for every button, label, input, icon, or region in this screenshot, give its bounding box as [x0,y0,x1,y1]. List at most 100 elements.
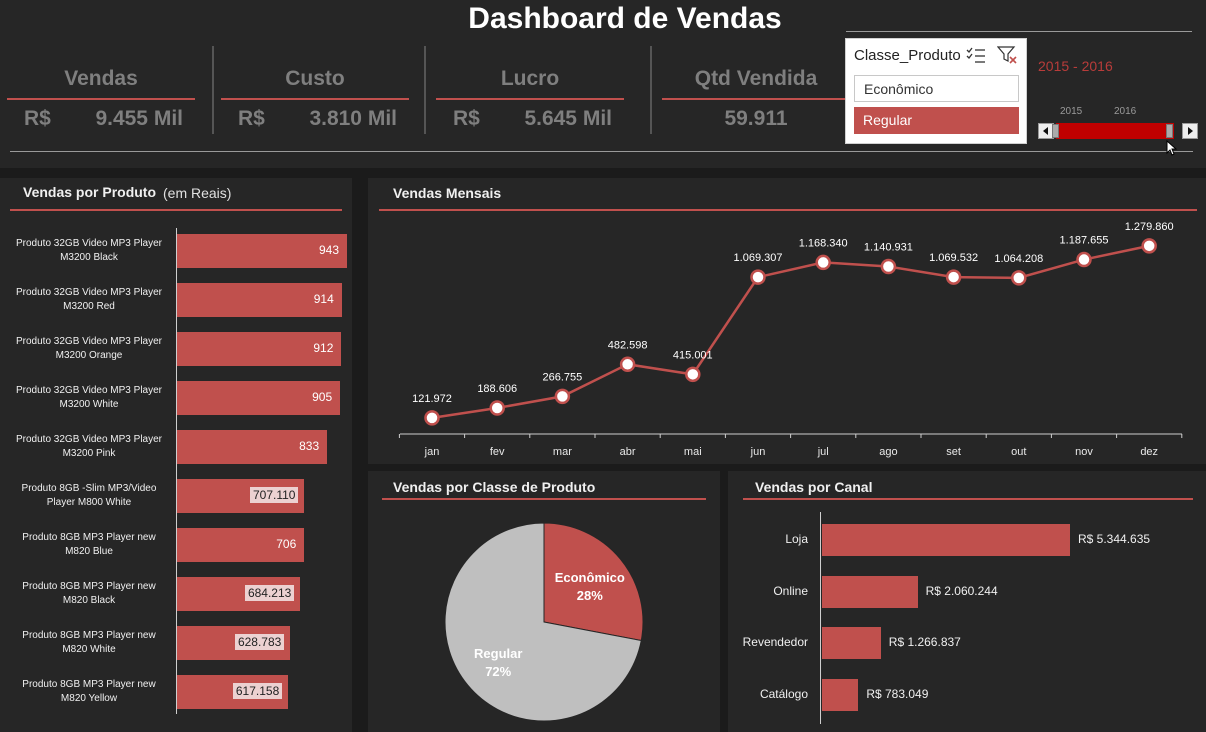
pie-slice[interactable] [444,522,642,722]
data-point[interactable] [424,410,440,426]
kpi-vendas-value: 9.455 Mil [95,107,183,130]
data-point[interactable] [880,258,897,275]
data-point[interactable] [619,356,636,373]
product-bar[interactable]: 707.110 [177,479,305,513]
channel-bar[interactable] [822,524,1070,556]
x-tick-label: jul [817,446,829,458]
x-tick-label: jan [424,446,440,458]
timeline-handle-end[interactable] [1166,124,1173,138]
kpi-custo-currency: R$ [238,107,265,130]
kpi-qtd-label: Qtd Vendida [694,67,818,90]
x-tick-label: ago [879,446,897,458]
product-bar[interactable]: 628.783 [177,626,291,660]
channel-bar[interactable] [822,627,881,659]
panel-vendas-canal [728,471,1206,732]
vendas-produto-subtitle: (em Reais) [163,185,232,201]
x-tick-label: dez [1140,446,1158,458]
series-line [431,244,1150,420]
pie-value-label: 28% [577,588,603,603]
multi-select-icon[interactable] [966,46,986,64]
data-point[interactable] [750,269,766,285]
timeline-scroll-right-button[interactable] [1182,123,1198,139]
product-label: Produto 8GB MP3 Player new M820 Blue [10,531,168,559]
product-bar[interactable]: 833 [177,430,328,464]
kpi-vendas-underline [7,98,195,100]
product-label-line: Produto 8GB MP3 Player new [22,630,156,641]
product-axis-line [176,228,177,714]
kpi-custo-label: Custo [285,67,345,90]
product-label: Produto 8GB MP3 Player new M820 White [10,629,168,657]
kpi-separator [212,46,214,134]
slicer-option-economico[interactable]: Econômico [854,75,1019,102]
data-point[interactable] [1076,251,1092,268]
x-tick-label: nov [1075,446,1093,458]
product-label-line: M3200 Pink [62,448,116,459]
data-point[interactable] [945,269,962,285]
slicer-option-regular[interactable]: Regular [854,107,1019,134]
channel-axis-line [820,512,821,724]
product-label: Produto 8GB MP3 Player new M820 Yellow [10,678,168,706]
clear-filter-icon[interactable] [997,46,1017,64]
mouse-cursor-icon [1166,140,1178,156]
product-label-line: Produto 32GB Video MP3 Player [15,238,162,249]
product-bar[interactable]: 905 [177,381,341,415]
channel-bar[interactable] [822,575,918,608]
data-label: 121.972 [412,393,452,405]
product-bar[interactable]: 706 [177,528,305,562]
product-bar[interactable]: 617.158 [177,675,289,709]
kpi-lucro-label: Lucro [500,67,560,90]
data-point[interactable] [554,388,571,405]
header-divider [10,151,1193,152]
data-point[interactable] [685,366,701,383]
channel-value-label: R$ 783.049 [866,686,929,701]
product-bar[interactable]: 912 [177,332,342,366]
kpi-vendas-label: Vendas [64,67,138,90]
product-label-line: M3200 Red [63,301,115,312]
kpi-separator [424,46,426,134]
data-label: 1.069.532 [929,252,978,264]
product-label: Produto 8GB MP3 Player new M820 Black [10,580,168,608]
product-bar[interactable]: 684.213 [177,577,301,611]
product-row: Produto 32GB Video MP3 Player M3200 White… [0,381,352,429]
vendas-produto-underline [10,209,342,211]
product-value-label: 943 [318,243,339,257]
kpi-custo-value: 3.810 Mil [309,107,397,130]
pie-slice[interactable] [543,522,644,642]
kpi-lucro: Lucro R$ 5.645 Mil [436,62,624,142]
data-label: 1.064.208 [994,253,1043,265]
x-tick-label: set [946,446,961,458]
vendas-classe-title: Vendas por Classe de Produto [393,479,596,495]
product-row: Produto 32GB Video MP3 Player M3200 Red 91… [0,283,352,331]
x-tick-label: jun [750,446,766,458]
product-row: Produto 8GB MP3 Player new M820 Blue 706 [0,528,352,576]
product-label-line: Produto 32GB Video MP3 Player [15,287,162,298]
vendas-canal-title: Vendas por Canal [755,479,873,495]
monthly-line-chart: jan fev mar abr mai jun jul ago set out nov dez 121.… [398,221,1183,458]
timeline-handle-start[interactable] [1052,124,1059,138]
channel-label: Loja [785,532,808,546]
channel-row: Revendedor R$ 1.266.837 [730,625,1200,661]
x-tick-label: fev [490,446,505,458]
product-bar[interactable]: 943 [177,234,347,268]
timeline-selected-range[interactable] [1056,123,1174,139]
product-bar[interactable]: 914 [177,283,342,317]
kpi-qtd-vendida: Qtd Vendida 59.911 [662,62,850,142]
channel-label: Revendedor [742,635,808,649]
data-point[interactable] [1141,238,1157,254]
channel-value-label: R$ 2.060.244 [925,583,998,598]
product-label-line: Player M800 White [46,497,132,508]
product-row: Produto 32GB Video MP3 Player M3200 Pink 8… [0,430,352,478]
product-value-label: 914 [313,292,334,306]
data-point[interactable] [1011,270,1027,286]
product-label-line: M820 Black [62,595,116,606]
data-point[interactable] [489,400,505,416]
product-label-line: M820 Yellow [60,693,118,704]
kpi-lucro-value: 5.645 Mil [524,107,612,130]
channel-bar[interactable] [822,678,859,711]
data-label: 1.187.655 [1060,235,1109,247]
timeline-year-label: 2015 [1060,106,1083,117]
product-row: Produto 32GB Video MP3 Player M3200 Black… [0,234,352,282]
kpi-qtd-value: 59.911 [724,107,788,130]
data-point[interactable] [815,254,831,271]
channel-label: Online [773,583,808,598]
